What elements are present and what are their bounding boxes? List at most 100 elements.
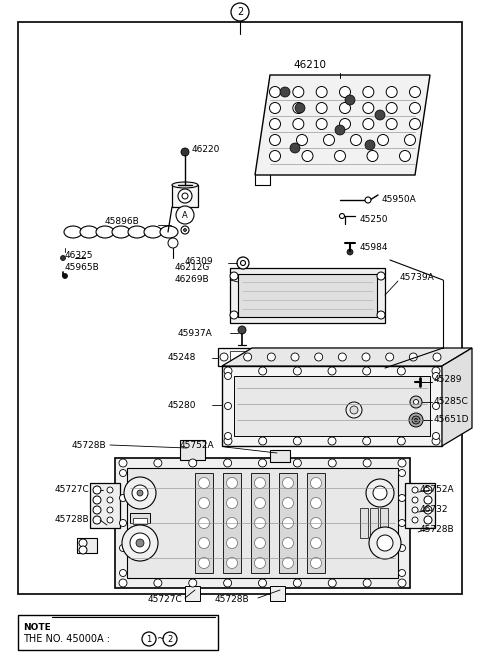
Text: 1: 1 [146,635,152,643]
Text: 45950A: 45950A [382,195,417,204]
Circle shape [398,544,406,552]
Text: 45651D: 45651D [434,415,469,424]
Circle shape [363,102,374,113]
Circle shape [365,197,371,203]
Text: 45965B: 45965B [65,263,100,272]
Bar [380,508,388,538]
Bar [180,440,205,460]
Bar [115,458,410,588]
Circle shape [362,353,370,361]
Text: 45728B: 45728B [55,515,90,525]
Circle shape [345,95,355,105]
Circle shape [154,459,162,467]
Circle shape [269,102,280,113]
Text: A: A [182,210,188,219]
Circle shape [178,189,192,203]
Circle shape [225,432,231,440]
Circle shape [367,151,378,162]
Circle shape [231,3,249,21]
Circle shape [409,119,420,130]
Circle shape [328,367,336,375]
Circle shape [339,214,345,219]
Circle shape [424,506,432,514]
Circle shape [338,353,347,361]
Bar [133,518,147,524]
Circle shape [339,119,350,130]
Circle shape [432,367,440,375]
Circle shape [432,437,440,445]
Circle shape [350,406,358,414]
Circle shape [259,459,266,467]
Circle shape [220,353,228,361]
Circle shape [397,437,405,445]
Ellipse shape [112,226,130,238]
Ellipse shape [160,226,178,238]
Circle shape [399,151,410,162]
Text: 45752A: 45752A [420,485,455,495]
Circle shape [432,373,440,379]
Circle shape [93,516,101,524]
Circle shape [120,519,127,527]
Circle shape [293,579,301,587]
Circle shape [412,416,420,424]
Circle shape [120,569,127,576]
Circle shape [398,569,406,576]
Bar [238,274,377,317]
Text: 45727C: 45727C [148,595,183,605]
Circle shape [363,459,371,467]
Circle shape [410,396,422,408]
Circle shape [365,140,375,150]
Circle shape [238,326,246,334]
Circle shape [120,470,127,476]
Circle shape [225,403,231,409]
Circle shape [297,134,308,145]
Circle shape [409,102,420,113]
Circle shape [142,632,156,646]
Circle shape [237,257,249,269]
Ellipse shape [144,226,162,238]
Circle shape [424,516,432,524]
Circle shape [398,495,406,502]
Circle shape [132,485,148,501]
Ellipse shape [128,226,146,238]
Circle shape [424,496,432,504]
Circle shape [311,538,322,548]
Circle shape [377,272,385,280]
Circle shape [339,86,350,98]
Ellipse shape [80,226,98,238]
Circle shape [346,402,362,418]
Circle shape [409,413,423,427]
Circle shape [295,103,305,113]
Circle shape [259,437,267,445]
Circle shape [224,579,232,587]
Text: 46309: 46309 [185,257,214,267]
Bar [370,508,378,538]
Text: 46220: 46220 [192,145,220,155]
Circle shape [107,517,113,523]
Circle shape [60,255,65,261]
Circle shape [137,490,143,496]
Bar [195,473,213,573]
Circle shape [293,119,304,130]
Circle shape [244,353,252,361]
Circle shape [254,477,265,489]
Circle shape [199,498,209,508]
Circle shape [290,143,300,153]
Text: 45289: 45289 [434,375,463,384]
Circle shape [412,487,418,493]
Circle shape [335,151,346,162]
Circle shape [315,353,323,361]
Circle shape [311,517,322,529]
Circle shape [328,459,336,467]
Circle shape [119,459,127,467]
Circle shape [269,86,280,98]
Circle shape [120,495,127,502]
Circle shape [415,419,418,422]
Circle shape [163,632,177,646]
Circle shape [328,437,336,445]
Circle shape [335,125,345,135]
Bar [270,450,290,462]
Circle shape [107,487,113,493]
Text: 46212G: 46212G [175,263,210,272]
Text: 45285C: 45285C [434,398,469,407]
